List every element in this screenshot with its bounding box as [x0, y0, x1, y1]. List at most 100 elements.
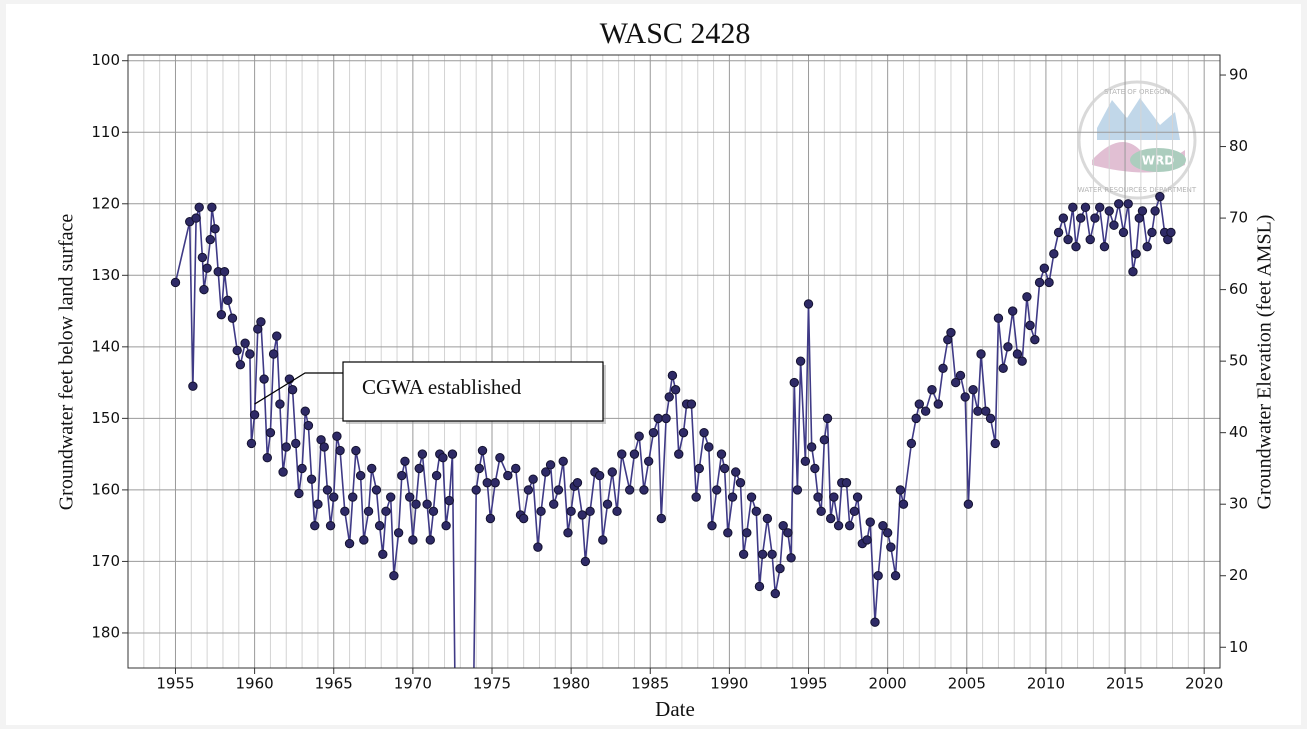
data-point [408, 535, 418, 545]
data-point [920, 406, 931, 416]
data-point [993, 313, 1004, 323]
data-point [1003, 342, 1013, 352]
data-point [447, 449, 458, 459]
y-tick-label: 100 [91, 51, 120, 69]
data-point [417, 449, 428, 459]
data-point [477, 445, 488, 456]
data-point [340, 506, 350, 517]
data-point [806, 442, 817, 452]
data-point [1109, 220, 1119, 230]
data-point [191, 213, 201, 223]
data-point [617, 449, 627, 459]
data-point [594, 470, 605, 481]
data-point [332, 431, 342, 441]
data-point [664, 392, 674, 402]
logo-text: STATE OF OREGON [1104, 88, 1170, 96]
data-point [335, 445, 345, 456]
data-point [278, 467, 288, 477]
data-point [523, 485, 534, 495]
data-point [1025, 320, 1035, 331]
data-point [1044, 277, 1054, 288]
data-point [438, 453, 448, 463]
data-point [319, 442, 329, 452]
data-point [906, 438, 917, 449]
data-point [738, 549, 749, 559]
data-point [400, 456, 410, 466]
data-point [1147, 227, 1157, 238]
data-point [968, 385, 978, 395]
data-point [1150, 206, 1160, 216]
x-tick-label: 2005 [948, 675, 986, 693]
data-point [227, 313, 238, 323]
data-point [541, 467, 551, 477]
grid: 1955 1960 1965 1970 1975 1980 1985 1990 1995 2000… [91, 51, 1248, 692]
data-point [528, 474, 538, 484]
logo-mountains [1097, 98, 1180, 140]
data-point [389, 571, 399, 581]
y2-tick-label: 50 [1229, 352, 1248, 370]
data-point [1017, 356, 1027, 366]
data-point [699, 427, 709, 438]
data-point [1137, 206, 1148, 216]
data-point [911, 413, 921, 424]
data-point [474, 463, 485, 474]
data-point [653, 413, 663, 424]
data-point [471, 485, 481, 495]
data-point [731, 467, 741, 477]
data-point [322, 485, 333, 495]
plot-frame [127, 54, 1221, 669]
data-point [306, 474, 317, 484]
annotation-text: CGWA established [362, 375, 522, 399]
data-point [585, 506, 595, 517]
data-point [674, 449, 684, 459]
data-point [612, 506, 622, 517]
data-point [778, 520, 788, 531]
data-point [998, 363, 1008, 373]
data-point [313, 499, 323, 509]
data-point [960, 392, 970, 402]
x-tick-label: 1965 [315, 675, 353, 693]
data-point [639, 485, 649, 495]
data-point [810, 463, 820, 474]
data-point [757, 549, 768, 559]
logo-field [1130, 148, 1186, 172]
data-point [862, 535, 872, 545]
data-point [549, 499, 559, 509]
data-point [235, 360, 246, 370]
data-point [265, 427, 276, 438]
data-point [194, 202, 204, 213]
data-point [727, 492, 738, 502]
x-tick-label: 1985 [631, 675, 669, 693]
x-tick-label: 2000 [869, 675, 907, 693]
data-point [275, 399, 285, 409]
data-point [1076, 213, 1086, 223]
data-point [414, 463, 424, 474]
data-point [1142, 241, 1152, 252]
data-point [563, 528, 573, 538]
data-point [598, 535, 608, 545]
data-point [829, 492, 839, 502]
data-point [716, 449, 727, 459]
data-point [955, 370, 966, 381]
data-point [678, 427, 689, 438]
data-point [890, 571, 901, 581]
data-point [933, 399, 943, 409]
data-point [661, 413, 671, 424]
data-point [1155, 191, 1165, 202]
data-point [795, 356, 806, 366]
data-point [503, 470, 513, 481]
data-point [444, 495, 454, 506]
data-point [431, 470, 442, 481]
data-point [742, 528, 752, 538]
data-point [397, 470, 407, 481]
chart-background [6, 4, 1301, 725]
data-point [712, 485, 722, 495]
data-point [580, 556, 591, 567]
logo-text: WATER RESOURCES DEPARTMENT [1078, 186, 1197, 194]
data-point [518, 513, 529, 524]
y-tick-label: 110 [91, 123, 120, 141]
data-point [485, 513, 496, 524]
data-point [441, 520, 451, 531]
y2-tick-label: 60 [1229, 280, 1248, 298]
data-point [852, 492, 863, 502]
